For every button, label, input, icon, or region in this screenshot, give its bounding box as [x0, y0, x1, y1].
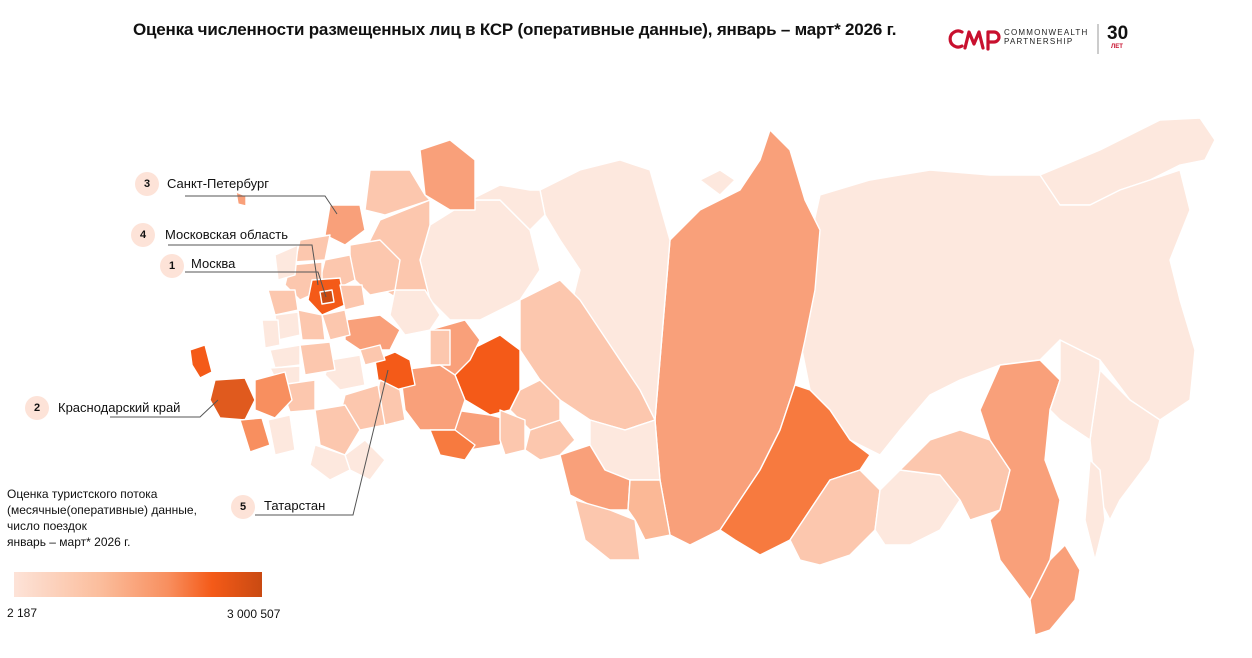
region-bashkortostan — [399, 364, 466, 431]
logo-text: COMMONWEALTH PARTNERSHIP — [1004, 28, 1089, 46]
cmp-logo — [948, 24, 1099, 54]
region-voronezh — [299, 341, 336, 376]
logo-anniversary-sub: ЛЕТ — [1111, 44, 1123, 50]
region-sakhalin — [1084, 459, 1106, 561]
callout-label-saint-petersburg: Санкт-Петербург — [167, 176, 269, 191]
region-ryazan — [321, 309, 351, 341]
region-volgograd — [314, 404, 361, 456]
callout-rank-5: 5 — [231, 495, 255, 519]
region-leningrad — [324, 204, 366, 246]
callout-line-5 — [255, 369, 389, 516]
region-chuvashia — [359, 344, 386, 366]
logo-anniversary: 30 — [1107, 23, 1129, 44]
callout-line-2 — [110, 399, 219, 418]
region-stavropol — [254, 371, 293, 419]
callout-line-1 — [185, 271, 327, 298]
legend-color-scale — [14, 572, 262, 597]
legend-max-value: 3 000 507 — [227, 607, 281, 621]
callout-line-3 — [185, 195, 338, 215]
region-vladimir — [339, 284, 366, 311]
region-smolensk — [267, 289, 299, 316]
callout-label-moscow: Москва — [191, 256, 236, 271]
region-kursk — [269, 344, 301, 369]
callout-rank-2: 2 — [25, 396, 49, 420]
region-pskov — [274, 244, 299, 281]
callout-rank-4: 4 — [131, 223, 155, 247]
region-altai — [574, 499, 641, 561]
page-title: Оценка численности размещенных лиц в КСР… — [133, 20, 897, 39]
callout-label-tatarstan: Татарстан — [264, 498, 326, 513]
region-crimea — [189, 344, 213, 379]
region-udmurtia — [429, 329, 451, 366]
region-kaliningrad — [235, 191, 247, 207]
region-nizhny — [344, 314, 401, 351]
callout-label-moscow-oblast: Московская область — [165, 227, 289, 242]
callout-label-krasnodar: Краснодарский край — [58, 400, 181, 415]
region-kurgan — [499, 409, 526, 456]
region-north-caucasus — [239, 417, 271, 453]
region-magadan — [1049, 339, 1101, 441]
region-tyumen — [509, 379, 561, 431]
region-krasnodar — [209, 377, 256, 421]
region-bryansk — [261, 319, 281, 349]
region-dagestan — [267, 414, 296, 456]
region-penza — [324, 354, 366, 391]
region-kamchatka — [1089, 369, 1161, 521]
callout-rank-3: 3 — [135, 172, 159, 196]
callout-rank-1: 1 — [160, 254, 184, 278]
region-primorye — [1029, 544, 1081, 636]
region-kalmykia — [309, 444, 351, 481]
region-tula — [297, 309, 326, 341]
region-kemerovo — [627, 479, 671, 541]
legend-min-value: 2 187 — [7, 606, 38, 620]
region-orenburg — [429, 429, 476, 461]
region-taimyr-islands — [699, 169, 736, 196]
region-nenets — [469, 184, 546, 231]
region-karelia — [364, 169, 431, 216]
legend-title: Оценка туристского потока (месячные(опер… — [7, 487, 197, 549]
region-moscow — [319, 289, 335, 305]
